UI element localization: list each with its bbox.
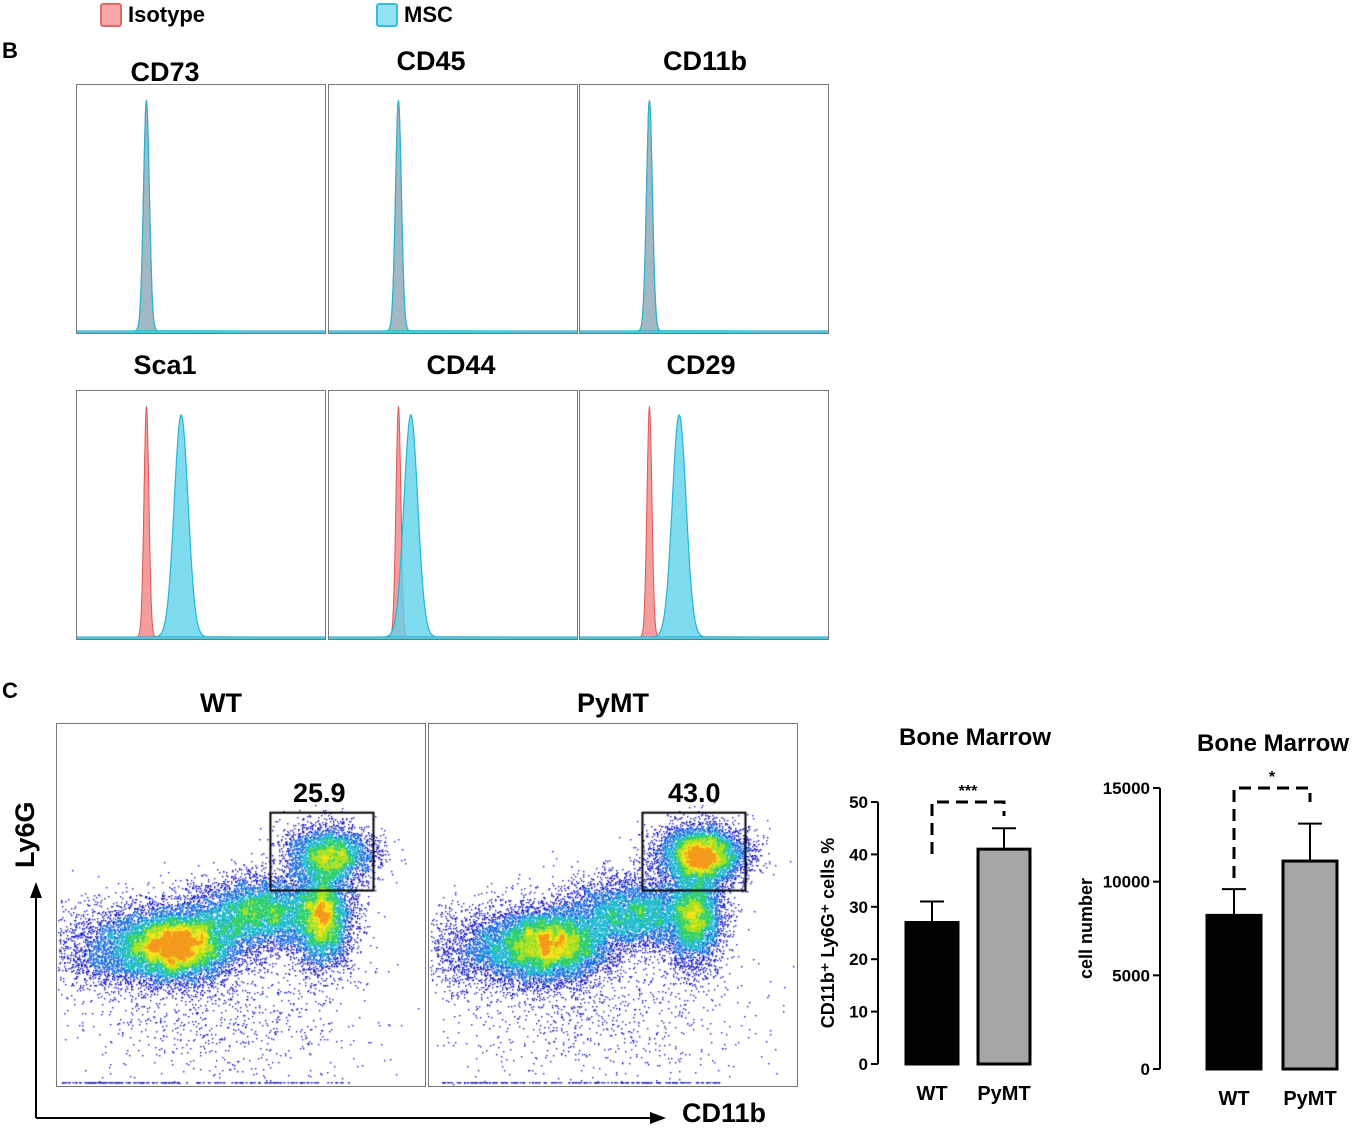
isotype-peak [329, 99, 577, 332]
y-axis-label: cell number [1076, 878, 1096, 979]
msc-peak [77, 99, 325, 332]
significance-bracket [930, 800, 1006, 854]
histogram-cd45 [328, 84, 578, 334]
histogram-cd44 [328, 390, 578, 640]
y-tick-label: 0 [859, 1055, 868, 1074]
y-axis-arrowhead [30, 882, 42, 898]
y-tick-label: 30 [849, 898, 868, 917]
hist-title-cd29: CD29 [666, 350, 736, 380]
msc-peak [580, 99, 828, 332]
y-axis-label: CD11b⁺ Ly6G⁺ cells % [818, 838, 838, 1028]
flow-axes [30, 882, 666, 1124]
isotype-peak [329, 405, 577, 638]
histogram-cd29 [579, 390, 829, 640]
histogram-cd45-plot [329, 99, 577, 333]
x-tick-label: PyMT [977, 1083, 1030, 1105]
flow-y-axis-label: Ly6G [10, 801, 40, 868]
hist-title-cd73: CD73 [130, 57, 200, 87]
x-tick-label: WT [916, 1083, 947, 1105]
gate-value-wt: 25.9 [293, 778, 346, 808]
legend-msc-swatch [376, 3, 398, 27]
histogram-sca1-plot [77, 405, 325, 639]
y-tick-label: 40 [849, 845, 868, 864]
bar-pymt [1281, 859, 1339, 1071]
legend-isotype: Isotype [100, 2, 205, 28]
msc-peak [77, 414, 325, 638]
bar-pymt [976, 847, 1032, 1066]
legend-isotype-label: Isotype [128, 2, 206, 27]
legend-msc: MSC [376, 2, 453, 28]
isotype-peak [580, 405, 828, 638]
flow-x-axis-label: CD11b [682, 1098, 767, 1128]
bar-chart-percent: 0 10 20 30 40 50 CD11b⁺ Ly6G⁺ cells % WT PyMT *** [818, 783, 1032, 1105]
y-tick-label: 20 [849, 950, 868, 969]
significance-marker: *** [959, 783, 978, 800]
msc-peak [580, 414, 828, 638]
y-tick-label: 50 [849, 793, 868, 812]
msc-peak [329, 414, 577, 638]
histogram-cd11b-plot [580, 99, 828, 333]
histogram-cd73-plot [77, 99, 325, 333]
significance-bracket [1232, 786, 1312, 878]
isotype-peak [580, 99, 828, 332]
gate-value-pymt: 43.0 [668, 778, 721, 808]
msc-peak [329, 99, 577, 332]
y-tick-label: 5000 [1112, 966, 1150, 985]
hist-title-cd44: CD44 [426, 350, 496, 380]
flow-scatter-wt [57, 724, 425, 1086]
histogram-cd73 [76, 84, 326, 334]
hist-title-cd45: CD45 [396, 46, 466, 76]
x-axis-arrowhead [650, 1112, 666, 1124]
hist-title-sca1: Sca1 [133, 350, 197, 380]
flow-scatter-pymt [429, 724, 797, 1086]
panel-b-label: B [2, 38, 18, 63]
bar-chart-cell-number: 0 5000 10000 15000 cell number WT PyMT * [1076, 769, 1339, 1110]
legend-isotype-swatch [100, 3, 122, 27]
x-tick-label: PyMT [1283, 1088, 1336, 1110]
y-tick-label: 0 [1141, 1060, 1150, 1079]
histogram-sca1 [76, 390, 326, 640]
significance-marker: * [1269, 769, 1276, 786]
bar-wt [904, 921, 960, 1066]
y-tick-label: 10000 [1103, 873, 1150, 892]
flow-plot-pymt [428, 723, 798, 1087]
y-tick-label: 15000 [1103, 779, 1150, 798]
histogram-cd44-plot [329, 405, 577, 639]
x-tick-label: WT [1218, 1088, 1249, 1110]
isotype-peak [77, 99, 325, 332]
y-tick-label: 10 [849, 1003, 868, 1022]
flow-title-pymt: PyMT [576, 688, 649, 718]
bar-chart-2-title: Bone Marrow [1196, 730, 1349, 757]
legend-msc-label: MSC [404, 2, 453, 27]
histogram-cd29-plot [580, 405, 828, 639]
hist-title-cd11b: CD11b [662, 46, 748, 76]
panel-c-label: C [2, 678, 18, 703]
bar-wt [1205, 913, 1263, 1071]
flow-title-wt: WT [200, 688, 242, 718]
isotype-peak [77, 405, 325, 638]
flow-plot-wt [56, 723, 426, 1087]
histogram-cd11b [579, 84, 829, 334]
bar-chart-1-title: Bone Marrow [898, 724, 1051, 751]
